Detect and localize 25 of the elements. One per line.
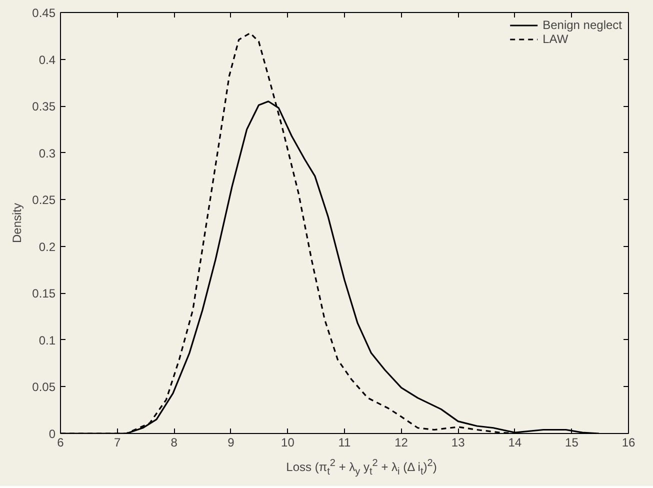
x-tick-label: 12 [394,436,408,450]
y-tick-label: 0.05 [32,380,56,394]
y-tick-label: 0.45 [32,6,56,20]
x-tick-label: 16 [622,436,636,450]
y-tick-label: 0.4 [38,52,56,67]
x-tick-label: 11 [338,436,352,450]
x-tick-label: 9 [228,436,235,450]
y-tick-label: 0.1 [38,333,56,348]
y-tick-label: 0.2 [38,240,56,254]
x-tick-label: 8 [170,436,178,450]
y-tick-label: 0.25 [32,193,56,208]
x-tick-label: 13 [451,436,466,450]
x-tick-label: 10 [281,436,295,450]
x-tick-label: 7 [114,436,121,450]
legend-label: Benign neglect [542,18,622,32]
y-axis-title: Density [10,202,24,244]
x-tick-label: 6 [57,436,64,450]
y-tick-label: 0.3 [38,146,56,160]
legend-label: LAW [542,32,568,46]
x-tick-label: 15 [565,436,579,450]
x-tick-label: 14 [508,436,522,450]
y-tick-label: 0 [48,427,56,441]
text: Loss (π$_{t}$$^{2}$ + λ$_{y}$ y$_{t}$$^{2}$ + λ$_{i}$ (Δ i$_{t}$)$^{2}$) [286,458,437,478]
y-tick-label: 0.15 [32,286,56,301]
y-tick-label: 0.35 [32,100,56,114]
